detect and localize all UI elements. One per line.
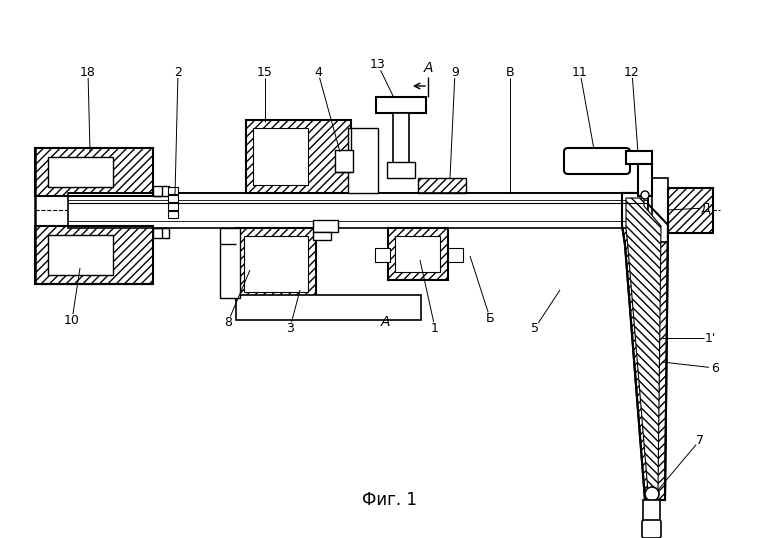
Bar bbox=[153, 186, 169, 196]
Text: 13: 13 bbox=[370, 59, 386, 72]
Bar bbox=[246, 120, 351, 193]
Text: 3: 3 bbox=[286, 322, 294, 335]
Bar bbox=[253, 128, 308, 185]
Bar bbox=[236, 228, 316, 300]
Text: Б: Б bbox=[486, 312, 495, 324]
Text: 12: 12 bbox=[624, 66, 640, 79]
Bar bbox=[168, 187, 178, 194]
Bar bbox=[236, 228, 316, 300]
Text: 1: 1 bbox=[431, 322, 439, 335]
Bar bbox=[168, 211, 178, 218]
Bar bbox=[244, 236, 308, 292]
Bar bbox=[418, 178, 466, 193]
Polygon shape bbox=[626, 198, 661, 492]
Text: 2: 2 bbox=[174, 66, 182, 79]
Bar bbox=[448, 248, 463, 262]
Text: Фиг. 1: Фиг. 1 bbox=[363, 491, 417, 509]
Bar bbox=[35, 148, 153, 196]
Bar bbox=[626, 151, 652, 164]
Text: 9: 9 bbox=[451, 66, 459, 79]
Bar bbox=[648, 188, 666, 233]
Bar bbox=[313, 232, 331, 240]
Bar bbox=[387, 162, 415, 178]
Text: 11: 11 bbox=[572, 66, 588, 79]
Text: 5: 5 bbox=[531, 322, 539, 335]
Text: 6: 6 bbox=[711, 362, 719, 374]
Text: А: А bbox=[424, 61, 433, 75]
Bar bbox=[335, 150, 353, 172]
Bar bbox=[220, 228, 240, 298]
Bar bbox=[35, 226, 153, 284]
Circle shape bbox=[641, 191, 649, 199]
Bar bbox=[395, 236, 440, 272]
Bar bbox=[376, 97, 426, 113]
Bar bbox=[643, 500, 660, 522]
Bar bbox=[668, 188, 713, 233]
Bar bbox=[48, 157, 113, 187]
Text: 18: 18 bbox=[80, 66, 96, 79]
Bar bbox=[393, 113, 409, 178]
Text: 7: 7 bbox=[696, 434, 704, 447]
Bar bbox=[388, 228, 448, 280]
Bar bbox=[348, 128, 378, 193]
Text: 10: 10 bbox=[64, 314, 80, 327]
Text: 8: 8 bbox=[224, 315, 232, 329]
Bar bbox=[388, 228, 448, 280]
Text: А: А bbox=[381, 315, 390, 329]
Bar bbox=[68, 193, 648, 228]
FancyBboxPatch shape bbox=[564, 148, 630, 174]
Bar bbox=[652, 178, 668, 242]
Bar bbox=[68, 193, 648, 203]
Bar bbox=[48, 235, 113, 275]
Bar bbox=[236, 295, 421, 320]
Text: 1': 1' bbox=[704, 331, 716, 344]
Bar bbox=[638, 164, 652, 196]
Bar bbox=[168, 195, 178, 202]
FancyBboxPatch shape bbox=[642, 520, 661, 538]
Circle shape bbox=[645, 487, 659, 501]
Text: 15: 15 bbox=[257, 66, 273, 79]
Text: Д: Д bbox=[700, 202, 710, 215]
Bar bbox=[35, 226, 153, 284]
Bar bbox=[668, 188, 713, 233]
Bar bbox=[153, 228, 169, 238]
Bar bbox=[168, 203, 178, 210]
Bar bbox=[375, 248, 390, 262]
Bar bbox=[35, 148, 153, 196]
Bar bbox=[313, 220, 338, 232]
Polygon shape bbox=[622, 193, 668, 500]
Text: В: В bbox=[505, 66, 514, 79]
Text: 4: 4 bbox=[314, 66, 322, 79]
Bar bbox=[246, 120, 351, 193]
